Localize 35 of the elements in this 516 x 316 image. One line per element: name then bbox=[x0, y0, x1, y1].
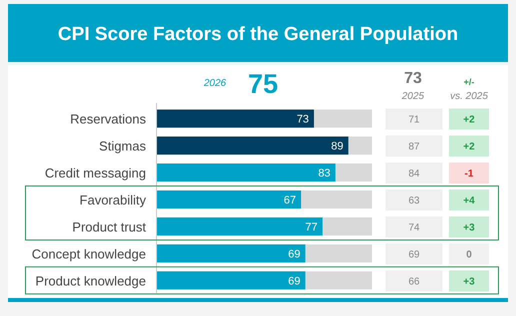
text: 63 bbox=[408, 196, 420, 206]
text: 71 bbox=[408, 114, 420, 126]
text: vs. 2025 bbox=[450, 91, 488, 102]
y-tick-label: Favorability bbox=[80, 192, 146, 208]
chart-title: CPI Score Factors of the General Population bbox=[58, 24, 458, 45]
text: 69 bbox=[408, 249, 420, 260]
text: 87 bbox=[408, 142, 420, 153]
text: +3 bbox=[463, 222, 476, 234]
text: 73 bbox=[404, 70, 422, 87]
text: 74 bbox=[408, 222, 420, 234]
data-label: 73 bbox=[296, 114, 309, 126]
text: +3 bbox=[463, 276, 476, 288]
text: +4 bbox=[463, 196, 476, 206]
y-tick-label: Credit messaging bbox=[44, 166, 146, 181]
text: +2 bbox=[463, 114, 476, 126]
y-tick-label: Concept knowledge bbox=[32, 246, 146, 262]
data-label: 83 bbox=[318, 168, 330, 180]
y-tick-label: Stigmas bbox=[99, 138, 146, 154]
y-tick-label: Reservations bbox=[70, 112, 146, 127]
text: -1 bbox=[464, 168, 474, 180]
text: 75 bbox=[248, 69, 278, 99]
text: 2025 bbox=[400, 91, 425, 102]
data-label: 77 bbox=[305, 221, 318, 234]
text: 0 bbox=[466, 249, 472, 260]
text: 84 bbox=[408, 168, 420, 180]
y-tick-label: Product knowledge bbox=[35, 273, 146, 288]
data-label: 69 bbox=[288, 248, 300, 260]
data-label: 67 bbox=[284, 194, 296, 206]
text: +2 bbox=[463, 142, 476, 153]
y-tick-label: Product trust bbox=[72, 219, 146, 234]
data-label: 89 bbox=[331, 140, 344, 153]
text: 66 bbox=[408, 276, 420, 288]
text: +/- bbox=[464, 77, 474, 87]
data-label: 69 bbox=[288, 275, 300, 288]
text: 2026 bbox=[202, 78, 227, 89]
